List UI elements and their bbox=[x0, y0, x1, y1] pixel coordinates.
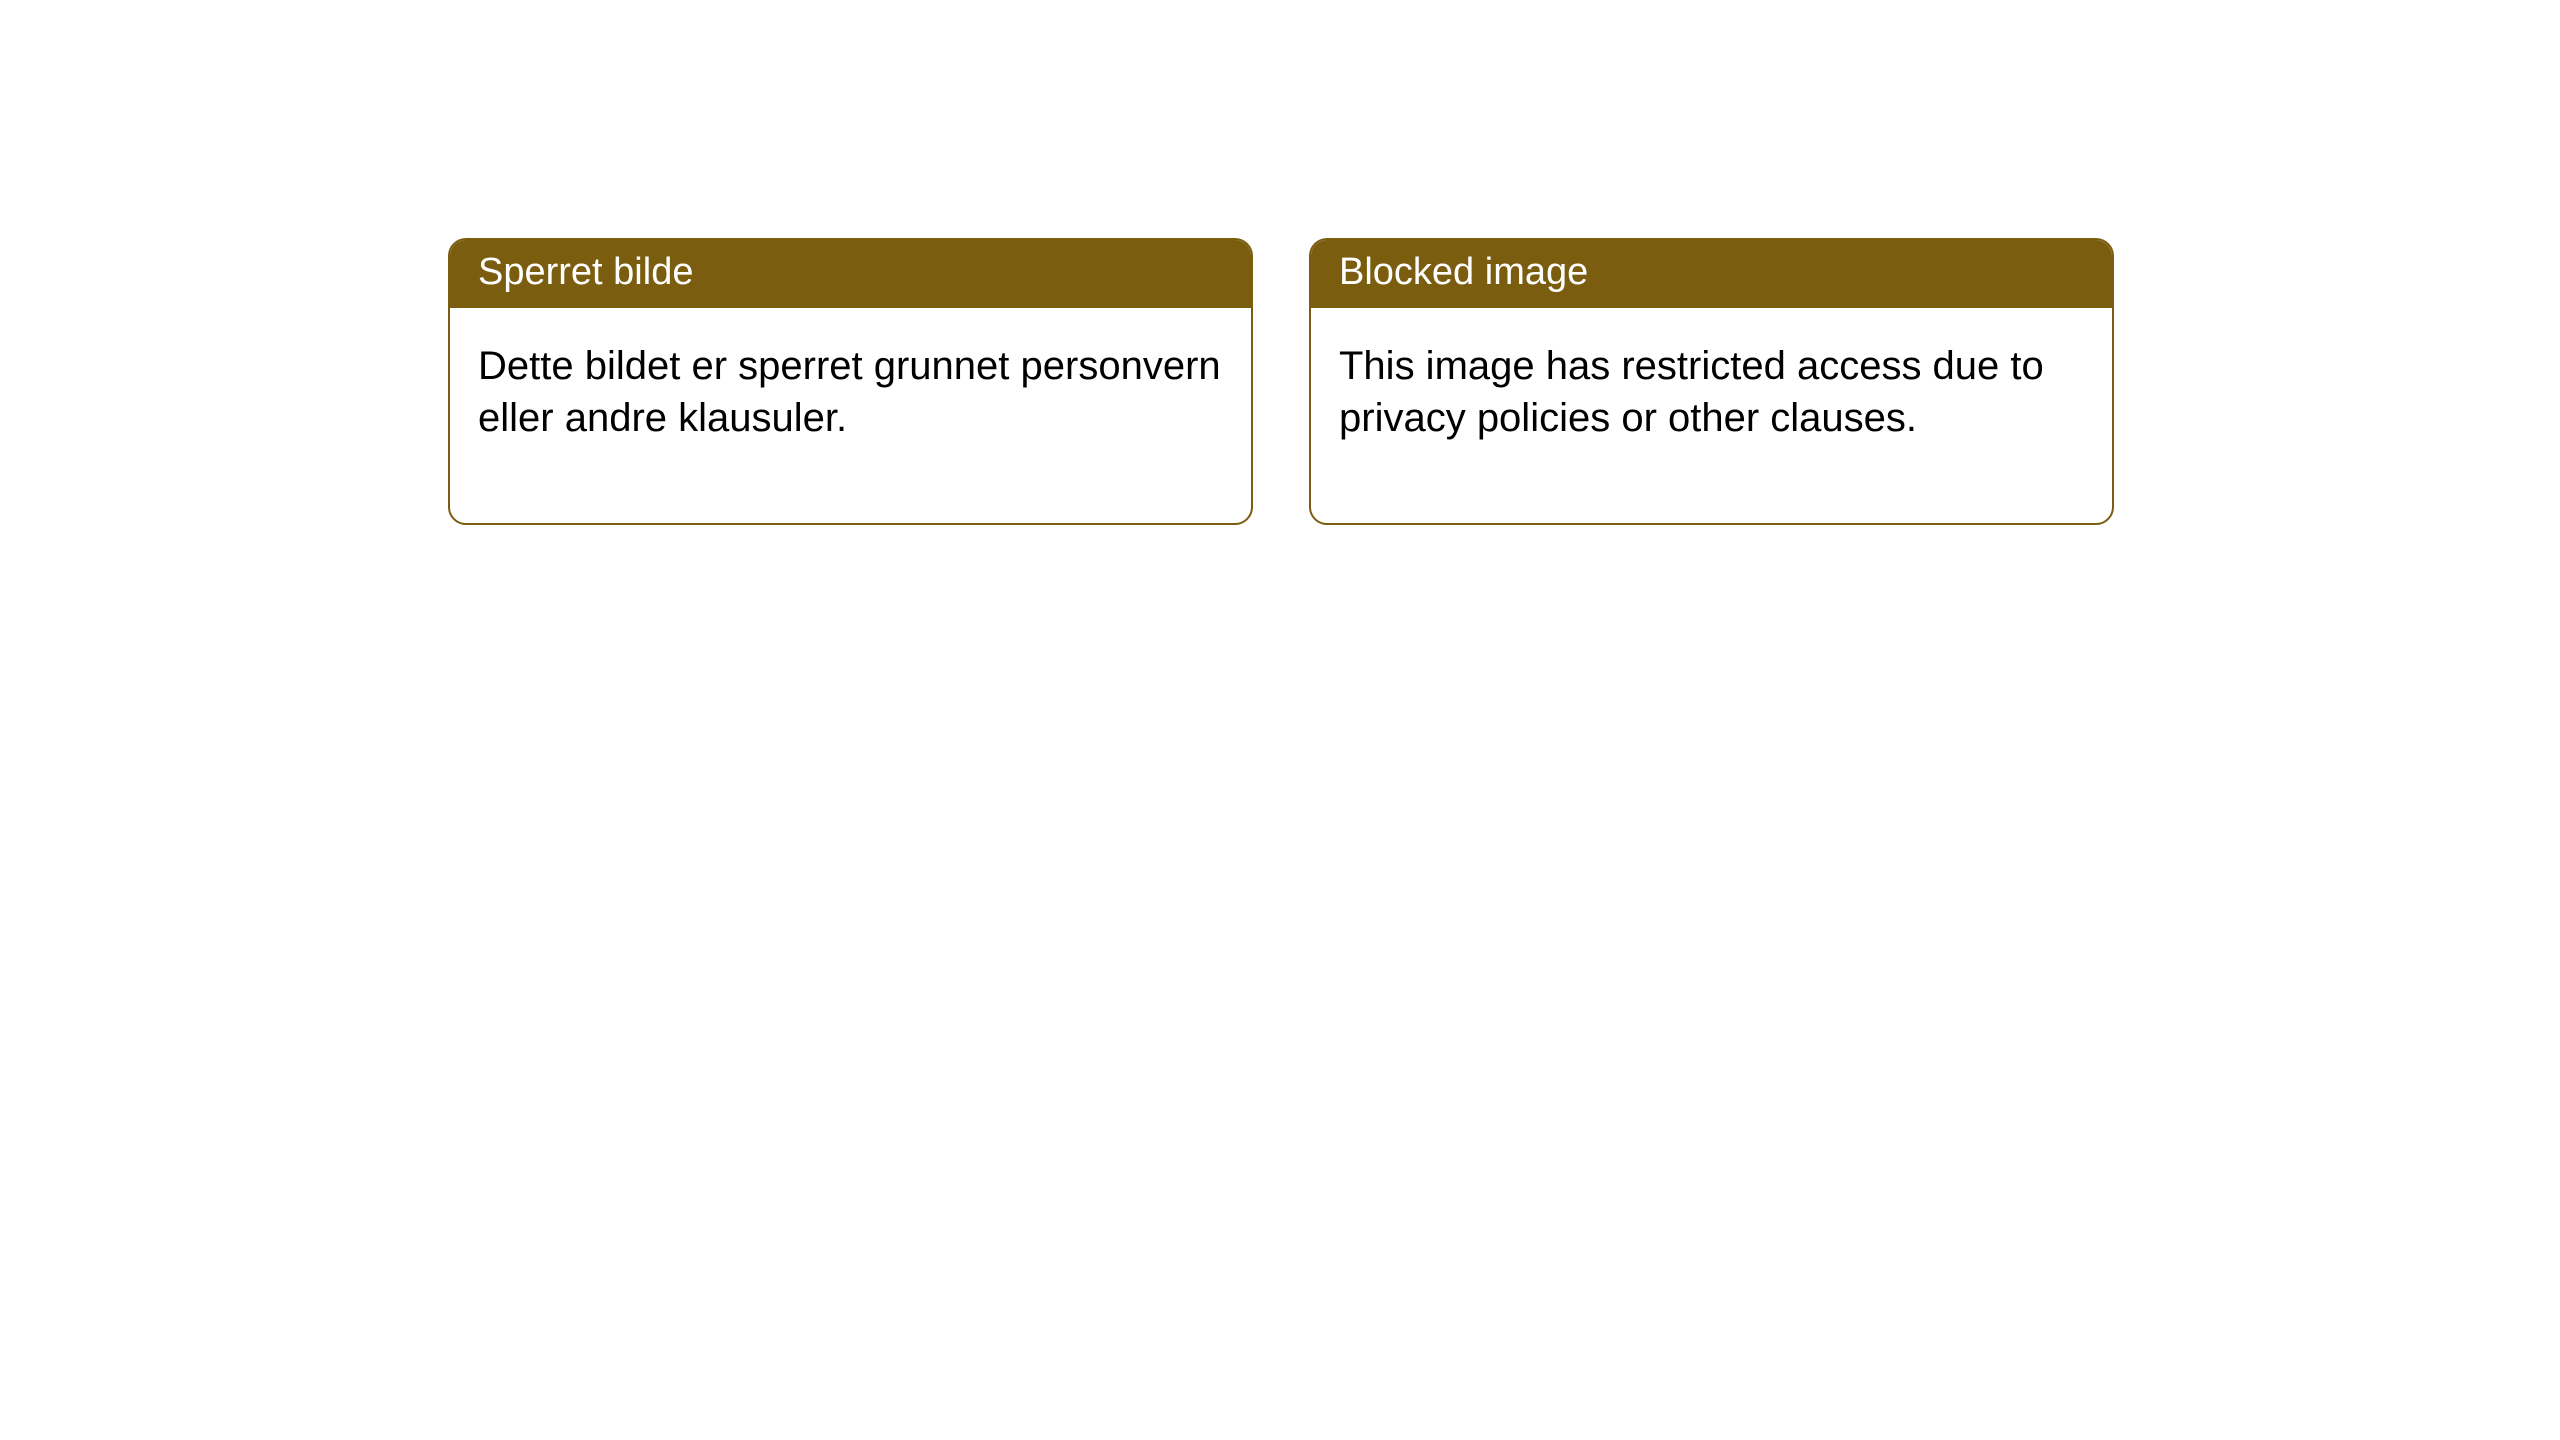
notice-body: Dette bildet er sperret grunnet personve… bbox=[450, 308, 1251, 524]
notice-header: Sperret bilde bbox=[450, 240, 1251, 308]
notice-body: This image has restricted access due to … bbox=[1311, 308, 2112, 524]
notice-header: Blocked image bbox=[1311, 240, 2112, 308]
notice-card-norwegian: Sperret bilde Dette bildet er sperret gr… bbox=[448, 238, 1253, 525]
notice-container: Sperret bilde Dette bildet er sperret gr… bbox=[0, 0, 2560, 525]
notice-card-english: Blocked image This image has restricted … bbox=[1309, 238, 2114, 525]
